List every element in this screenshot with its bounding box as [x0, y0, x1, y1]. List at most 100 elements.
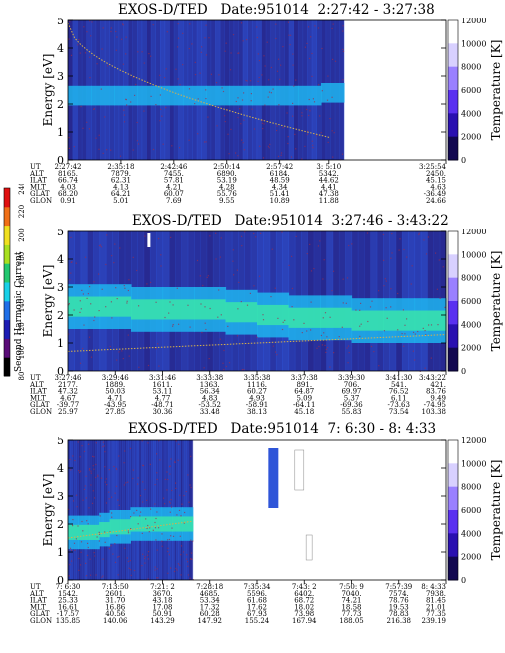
- noise-speckle: [223, 349, 225, 352]
- noise-speckle: [127, 289, 129, 292]
- temperature-scale-swatch: [448, 273, 458, 279]
- noise-speckle: [98, 134, 100, 136]
- temperature-tick-label: 0: [461, 576, 466, 585]
- noise-speckle: [89, 56, 91, 58]
- noise-speckle: [81, 289, 83, 291]
- noise-speckle: [179, 535, 181, 537]
- noise-speckle: [86, 297, 88, 299]
- noise-speckle: [125, 36, 127, 38]
- temperature-scale-swatch: [448, 71, 458, 77]
- noise-speckle: [150, 95, 152, 97]
- heatmap-column: [103, 440, 107, 580]
- noise-speckle: [179, 494, 181, 496]
- orbit-cell: 143.29: [150, 617, 175, 625]
- noise-speckle: [303, 322, 305, 324]
- orbit-cell: -36.49: [424, 190, 446, 198]
- noise-speckle: [270, 296, 272, 298]
- noise-speckle: [157, 577, 159, 579]
- noise-speckle: [190, 558, 192, 560]
- orbit-cell: -58.91: [246, 401, 268, 409]
- noise-speckle: [215, 232, 217, 234]
- noise-speckle: [156, 549, 158, 551]
- noise-speckle: [281, 231, 283, 233]
- noise-speckle: [220, 314, 222, 316]
- noise-speckle: [205, 89, 207, 91]
- noise-speckle: [150, 55, 152, 57]
- orbit-cell: 6.11: [391, 394, 407, 402]
- orbit-row-label: UT: [30, 374, 41, 382]
- noise-speckle: [142, 481, 144, 483]
- orbit-cell: 1889.: [105, 381, 125, 389]
- temperature-scale-swatch: [448, 291, 458, 297]
- orbit-cell: 135.85: [56, 617, 81, 625]
- noise-speckle: [171, 506, 173, 508]
- noise-speckle: [342, 30, 344, 32]
- noise-speckle: [99, 244, 102, 246]
- orbit-cell: 3:29:46: [102, 374, 130, 382]
- noise-speckle: [116, 36, 118, 38]
- noise-speckle: [246, 80, 248, 82]
- temperature-scale-swatch: [448, 491, 458, 497]
- temperature-scale-swatch: [448, 287, 458, 293]
- noise-speckle: [293, 85, 295, 87]
- noise-speckle: [105, 478, 107, 480]
- noise-speckle: [295, 79, 297, 81]
- orbit-row-label: GLON: [30, 408, 52, 416]
- noise-speckle: [435, 252, 437, 254]
- noise-speckle: [138, 366, 140, 368]
- noise-speckle: [144, 562, 146, 564]
- heatmap-column: [107, 440, 111, 580]
- noise-speckle: [414, 359, 416, 361]
- temperature-scale-swatch: [448, 440, 458, 446]
- panel-2-chart: 0 1 2 3 4 5 Energy [eV] 0 2000 4000 6000 8000 10000 1…: [29, 225, 503, 416]
- noise-speckle: [122, 358, 124, 360]
- orbit-cell: 216.38: [387, 617, 412, 625]
- noise-speckle: [106, 484, 108, 486]
- noise-speckle: [311, 75, 313, 77]
- noise-speckle: [137, 143, 140, 145]
- orbit-cell: 4.67: [60, 394, 76, 402]
- colorbar-tick: 140: [18, 299, 26, 312]
- noise-speckle: [230, 128, 232, 130]
- colorbar-tick: 100: [18, 346, 26, 359]
- noise-speckle: [180, 545, 183, 547]
- energy-band-core: [78, 524, 90, 540]
- orbit-cell: 6184.: [270, 170, 290, 178]
- noise-speckle: [264, 65, 266, 67]
- noise-speckle: [292, 102, 294, 104]
- noise-speckle: [175, 567, 177, 570]
- energy-band-core: [68, 296, 101, 317]
- noise-speckle: [90, 303, 92, 305]
- noise-speckle: [84, 52, 87, 54]
- heatmap-column: [92, 440, 96, 580]
- temperature-axis-label: Temperature [K]: [489, 251, 503, 352]
- noise-speckle: [240, 22, 243, 24]
- noise-speckle: [256, 336, 258, 338]
- noise-speckle: [188, 48, 190, 50]
- noise-speckle: [86, 31, 88, 33]
- temperature-tick-label: 10000: [461, 39, 486, 48]
- energy-band: [182, 85, 207, 106]
- noise-speckle: [257, 80, 259, 82]
- temperature-tick-label: 2000: [461, 553, 481, 562]
- y-tick-label: 2: [57, 309, 64, 322]
- noise-speckle: [223, 369, 225, 371]
- noise-speckle: [242, 40, 244, 42]
- noise-speckle: [310, 270, 313, 272]
- orbit-cell: 4.03: [60, 183, 76, 191]
- orbit-cell: 2:42:46: [160, 163, 188, 171]
- energy-band-core: [119, 519, 131, 535]
- orbit-cell: 78.76: [389, 597, 410, 605]
- noise-speckle: [111, 317, 113, 319]
- noise-speckle: [75, 262, 77, 264]
- noise-speckle: [162, 143, 164, 145]
- noise-speckle: [208, 358, 210, 360]
- panel-3-chart: 0 1 2 3 4 5 Energy [eV] 0 2000 4000 6000 8000 10000 1…: [29, 434, 503, 625]
- noise-speckle: [85, 562, 87, 564]
- noise-speckle: [142, 465, 144, 467]
- noise-speckle: [97, 475, 99, 478]
- temperature-tick-label: 2000: [461, 344, 481, 353]
- orbit-row-label: UT: [30, 163, 41, 171]
- noise-speckle: [189, 326, 191, 328]
- orbit-cell: 45.18: [294, 408, 314, 416]
